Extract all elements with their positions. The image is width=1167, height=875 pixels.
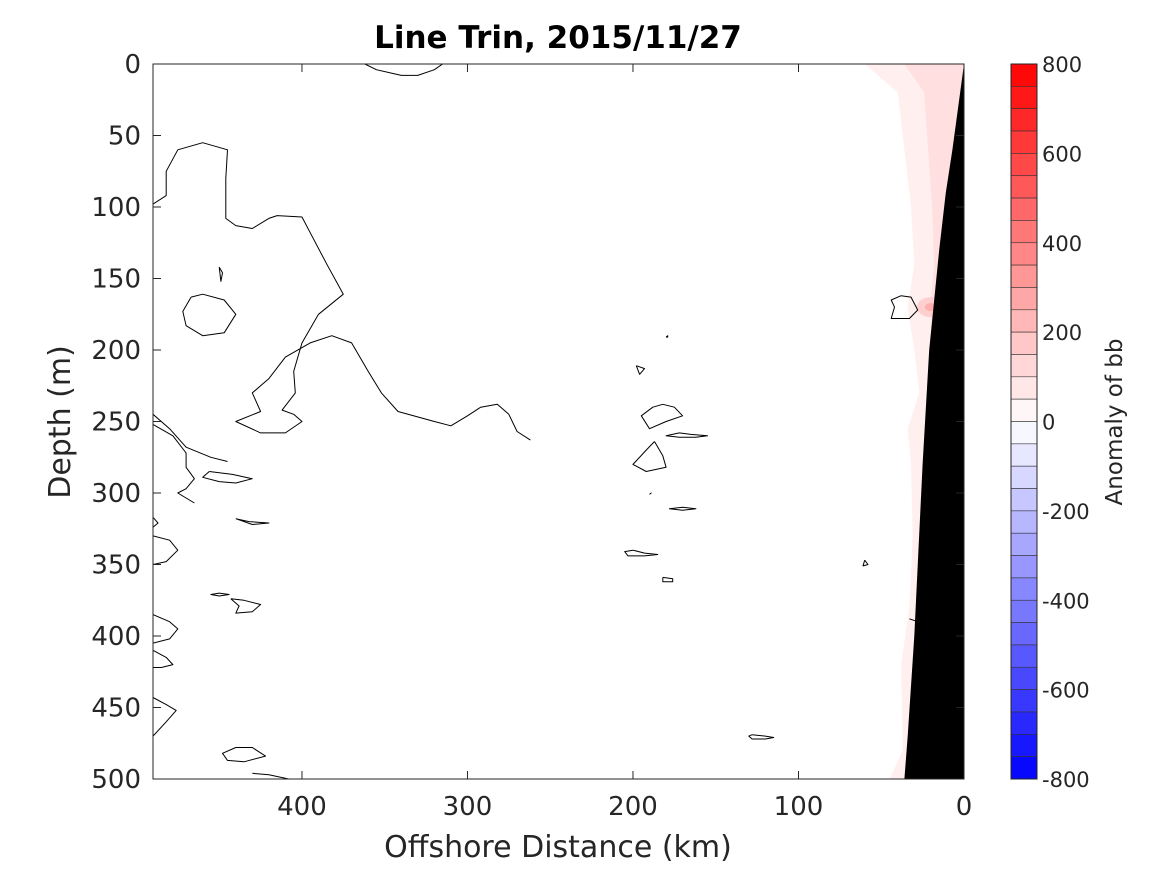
y-tick-label: 500 bbox=[91, 765, 141, 795]
zero-contour-line bbox=[222, 747, 266, 763]
zero-contour-line bbox=[665, 432, 708, 438]
axis-ticks: 400 300 200 100 0 0 50 100 150 200 250 300 350 400 450… bbox=[91, 50, 972, 822]
zero-contour-line bbox=[202, 471, 253, 484]
colorbar-tick-label: 600 bbox=[1042, 142, 1082, 166]
zero-contour-line bbox=[252, 772, 289, 779]
colorbar-level bbox=[1010, 331, 1038, 355]
zero-contour-line bbox=[635, 365, 646, 375]
bathymetry bbox=[904, 64, 964, 779]
colorbar-level bbox=[1010, 711, 1038, 735]
colorbar-level bbox=[1010, 175, 1038, 199]
y-tick-label: 200 bbox=[91, 336, 141, 366]
zero-contour-line bbox=[153, 142, 531, 441]
colorbar-level bbox=[1010, 220, 1038, 244]
zero-contour-line bbox=[218, 266, 223, 282]
colorbar-level bbox=[1010, 287, 1038, 311]
colorbar-level bbox=[1010, 309, 1038, 333]
colorbar-level bbox=[1010, 264, 1038, 288]
zero-contour-line bbox=[153, 649, 174, 668]
plot-area: 400 300 200 100 0 0 50 100 150 200 250 300 350 400 450… bbox=[91, 50, 972, 822]
y-tick-label: 350 bbox=[91, 551, 141, 581]
colorbar-level bbox=[1010, 63, 1038, 87]
colorbar-level bbox=[1010, 130, 1038, 154]
zero-contour-line bbox=[668, 506, 697, 511]
colorbar-tick-label: -400 bbox=[1042, 589, 1090, 613]
colorbar-label: Anomaly of bb bbox=[1102, 339, 1128, 506]
colorbar-level bbox=[1010, 398, 1038, 422]
colorbar-level bbox=[1010, 376, 1038, 400]
colorbar-level bbox=[1010, 465, 1038, 489]
colorbar-level bbox=[1010, 756, 1038, 780]
zero-contour-line bbox=[230, 598, 262, 614]
zero-contour-line bbox=[862, 559, 869, 567]
x-axis-label: Offshore Distance (km) bbox=[384, 830, 732, 865]
colorbar-tick-label: 800 bbox=[1042, 53, 1082, 77]
colorbar-tick-label: 0 bbox=[1042, 411, 1055, 435]
y-tick-label: 450 bbox=[91, 694, 141, 724]
colorbar-level bbox=[1010, 421, 1038, 445]
colorbar-tick-label: -600 bbox=[1042, 679, 1090, 703]
colorbar-level bbox=[1010, 555, 1038, 579]
colorbar-level bbox=[1010, 689, 1038, 713]
zero-contour-line bbox=[665, 335, 669, 338]
colorbar-level bbox=[1010, 153, 1038, 177]
colorbar-level bbox=[1010, 242, 1038, 266]
colorbar: 800 600 400 200 0 -200 -400 -600 -800 bbox=[1010, 53, 1090, 792]
colorbar-tick-label: 200 bbox=[1042, 321, 1082, 345]
colorbar-level bbox=[1010, 354, 1038, 378]
zero-contour-line bbox=[153, 614, 179, 644]
zero-contour-line bbox=[235, 518, 270, 525]
y-tick-label: 0 bbox=[124, 50, 141, 80]
colorbar-level bbox=[1010, 197, 1038, 221]
zero-contour-line bbox=[153, 423, 195, 504]
colorbar-level bbox=[1010, 734, 1038, 757]
zero-contour-line bbox=[890, 295, 919, 319]
colorbar-level bbox=[1010, 86, 1038, 109]
colorbar-tick-label: -200 bbox=[1042, 500, 1090, 524]
colorbar-level bbox=[1010, 443, 1038, 467]
colorbar-level bbox=[1010, 644, 1038, 668]
y-tick-label: 250 bbox=[91, 408, 141, 438]
colorbar-level bbox=[1010, 510, 1038, 534]
colorbar-level bbox=[1010, 532, 1038, 556]
zero-contour-line bbox=[153, 535, 179, 565]
y-axis-label: Depth (m) bbox=[43, 345, 78, 499]
y-tick-label: 100 bbox=[91, 193, 141, 223]
chart-title: Line Trin, 2015/11/27 bbox=[374, 20, 742, 56]
colorbar-frame bbox=[1010, 63, 1038, 780]
zero-contour-line bbox=[364, 64, 443, 76]
x-tick-label: 200 bbox=[608, 792, 658, 822]
y-tick-label: 50 bbox=[108, 122, 141, 152]
zero-contour-line bbox=[640, 403, 684, 430]
zero-contours bbox=[153, 64, 924, 779]
colorbar-level bbox=[1010, 666, 1038, 690]
colorbar-tick-label: 400 bbox=[1042, 232, 1082, 256]
x-tick-label: 300 bbox=[443, 792, 493, 822]
zero-contour-line bbox=[624, 549, 659, 557]
x-tick-label: 100 bbox=[774, 792, 824, 822]
colorbar-level bbox=[1010, 577, 1038, 601]
zero-contour-line bbox=[153, 516, 159, 528]
zero-contour-line bbox=[153, 413, 228, 462]
colorbar-level bbox=[1010, 599, 1038, 623]
zero-contour-line bbox=[210, 592, 230, 597]
y-tick-label: 150 bbox=[91, 265, 141, 295]
y-tick-label: 300 bbox=[91, 479, 141, 509]
colorbar-level bbox=[1010, 622, 1038, 646]
plot-background bbox=[153, 64, 964, 779]
x-tick-label: 0 bbox=[956, 792, 973, 822]
zero-contour-line bbox=[182, 293, 237, 337]
colorbar-level bbox=[1010, 488, 1038, 512]
zero-contour-line bbox=[632, 441, 667, 472]
y-tick-label: 400 bbox=[91, 622, 141, 652]
colorbar-tick-label: -800 bbox=[1042, 768, 1090, 792]
seafloor-wedge bbox=[904, 64, 964, 779]
zero-contour-line bbox=[153, 697, 177, 737]
colorbar-level bbox=[1010, 108, 1038, 132]
x-tick-label: 400 bbox=[277, 792, 327, 822]
zero-contour-line bbox=[748, 734, 775, 740]
zero-contour-line bbox=[662, 576, 674, 583]
zero-contour-line bbox=[649, 492, 652, 495]
